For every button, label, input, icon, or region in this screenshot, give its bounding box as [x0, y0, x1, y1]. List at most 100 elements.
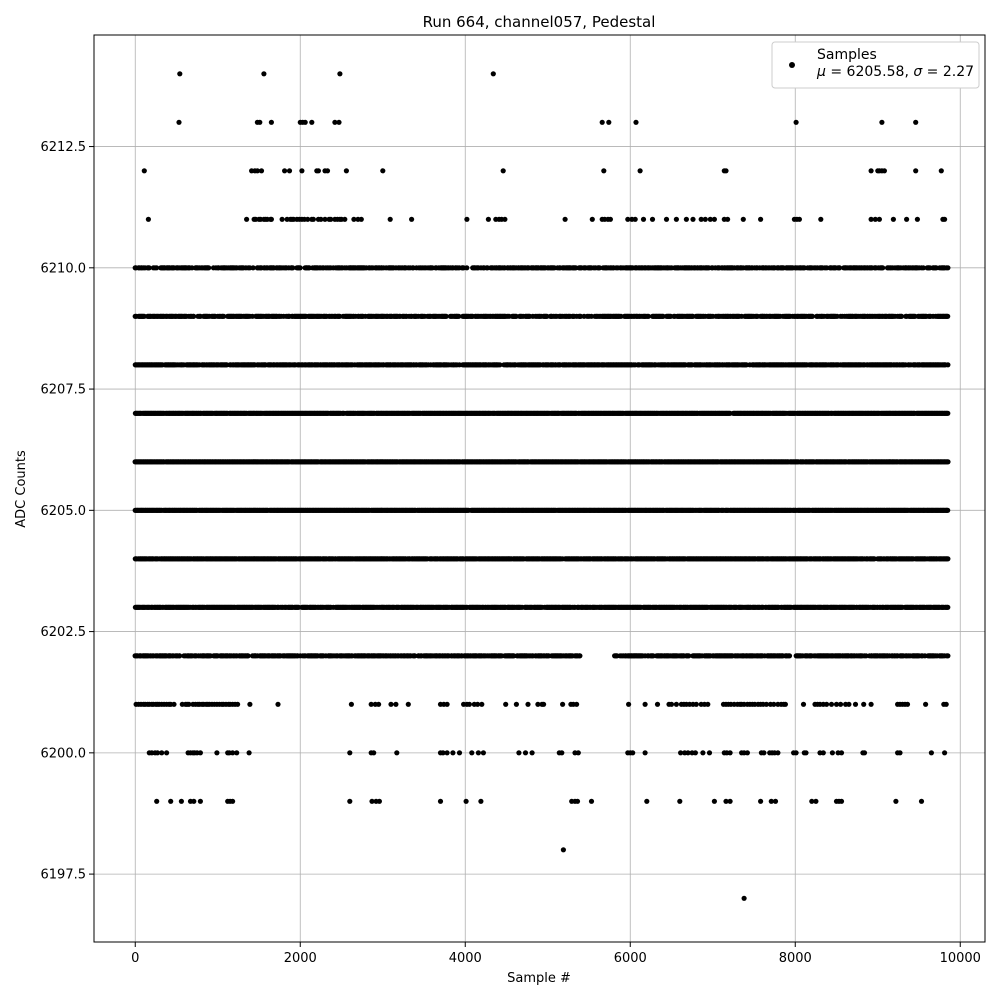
data-point [146, 265, 152, 271]
data-point [690, 216, 696, 222]
data-point [497, 362, 503, 368]
data-point [279, 216, 285, 222]
data-point [191, 313, 197, 319]
data-point [945, 265, 951, 271]
data-point [633, 119, 639, 125]
data-point [837, 265, 843, 271]
data-point [920, 265, 926, 271]
data-point [337, 71, 343, 77]
data-point [387, 216, 393, 222]
data-point [876, 216, 883, 222]
data-point [702, 216, 708, 222]
data-point [342, 216, 348, 222]
data-point [332, 119, 338, 125]
data-point [343, 168, 349, 174]
data-point [244, 216, 250, 222]
data-point [154, 265, 160, 271]
data-point [945, 410, 951, 416]
data-point [711, 216, 718, 222]
data-point [938, 168, 944, 174]
data-point [380, 168, 386, 174]
data-point [490, 71, 496, 77]
data-point [796, 216, 803, 222]
data-point [890, 216, 897, 222]
data-point [257, 119, 263, 125]
data-point [640, 216, 647, 222]
data-point [673, 216, 680, 222]
data-point [250, 265, 256, 271]
data-point [299, 168, 305, 174]
data-point [464, 265, 470, 271]
data-point [645, 313, 652, 319]
data-point [698, 216, 704, 222]
data-point [409, 216, 415, 222]
data-point [879, 119, 885, 125]
data-point [589, 216, 595, 222]
data-point [456, 313, 462, 319]
data-point [443, 313, 449, 319]
data-point [322, 216, 328, 222]
data-point [601, 168, 607, 174]
data-point [358, 216, 364, 222]
data-point [302, 119, 308, 125]
data-point [913, 168, 919, 174]
data-point [942, 216, 948, 222]
data-point [318, 216, 324, 222]
data-point [597, 265, 603, 271]
data-point [176, 119, 182, 125]
data-point [880, 265, 886, 271]
data-point [177, 71, 183, 77]
data-point [315, 168, 321, 174]
data-point [723, 168, 729, 174]
data-point [145, 216, 151, 222]
data-point [324, 168, 331, 174]
data-point [637, 168, 643, 174]
data-point [818, 216, 824, 222]
data-point [683, 216, 690, 222]
data-point [707, 216, 713, 222]
data-point [945, 362, 951, 368]
data-point [632, 216, 638, 222]
data-point [297, 265, 303, 271]
data-point [464, 216, 470, 222]
data-point [868, 216, 874, 222]
data-point [872, 216, 878, 222]
data-point [913, 119, 919, 125]
data-point [502, 216, 508, 222]
data-point [625, 216, 631, 222]
data-point [261, 71, 267, 77]
data-point [868, 168, 874, 174]
chart-title: Run 664, channel057, Pedestal [423, 13, 656, 31]
data-point [945, 459, 951, 465]
data-point [268, 216, 274, 222]
data-point [336, 119, 342, 125]
data-point [141, 168, 147, 174]
data-point [500, 168, 506, 174]
data-point [282, 168, 288, 174]
data-point [881, 168, 888, 174]
data-point [268, 119, 274, 125]
data-point [562, 216, 568, 222]
data-point [663, 216, 670, 222]
data-point [485, 216, 491, 222]
data-point [351, 216, 357, 222]
data-point [290, 265, 296, 271]
data-points [132, 71, 951, 901]
data-point [725, 216, 731, 222]
data-point [945, 313, 951, 319]
data-point [310, 216, 316, 222]
data-point [221, 313, 227, 319]
data-point [254, 168, 260, 174]
data-point [899, 313, 905, 319]
data-point [758, 216, 764, 222]
data-point [904, 216, 910, 222]
data-point [809, 313, 816, 319]
data-point [793, 119, 799, 125]
data-point [206, 265, 212, 271]
data-point [740, 216, 746, 222]
data-point [258, 168, 265, 174]
data-point [649, 216, 656, 222]
data-point [309, 119, 315, 125]
